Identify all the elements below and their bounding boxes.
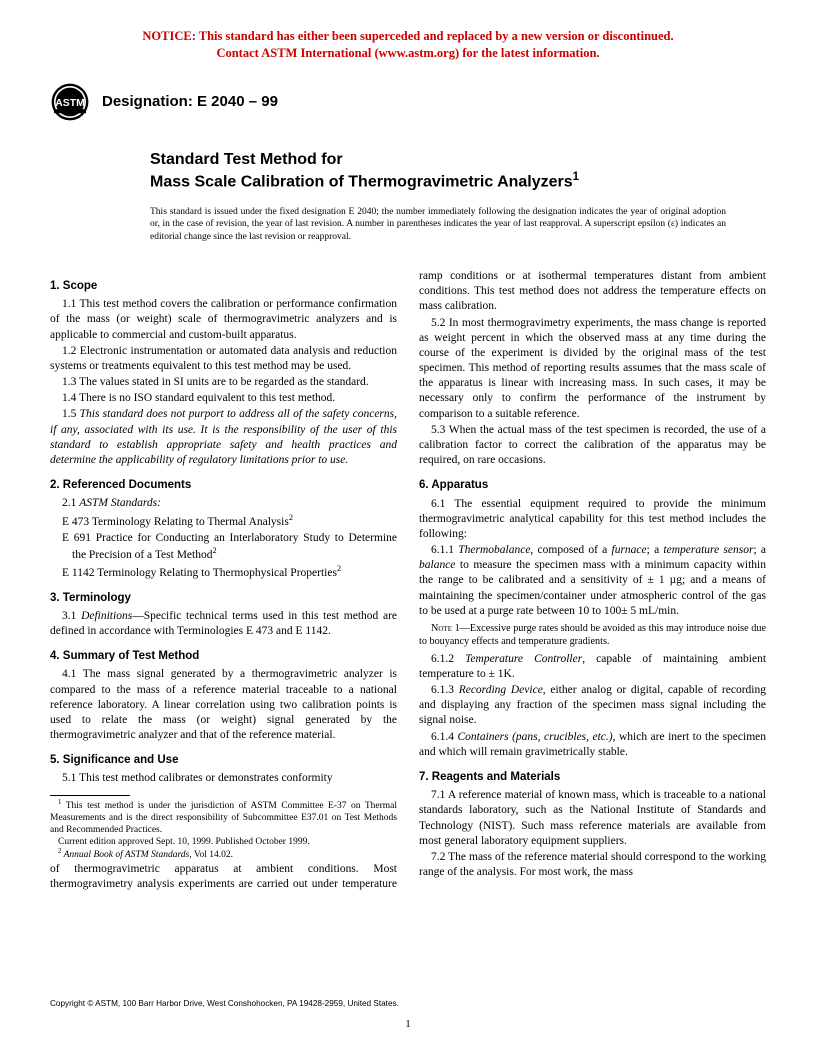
section-1-head: 1. Scope (50, 279, 397, 294)
p611-i2: furnace (612, 544, 647, 556)
p614-pre: 6.1.4 (431, 731, 457, 743)
ref-e473-text: E 473 Terminology Relating to Thermal An… (62, 515, 289, 527)
ref-e691-sup: 2 (212, 546, 216, 555)
para-7-2: 7.2 The mass of the reference material s… (419, 850, 766, 880)
header-row: ASTM Designation: E 2040 – 99 (50, 82, 766, 122)
section-5-head: 5. Significance and Use (50, 753, 397, 768)
ref-e691-text: E 691 Practice for Conducting an Interla… (62, 532, 397, 561)
para-6-1-2: 6.1.2 Temperature Controller, capable of… (419, 652, 766, 682)
para-3-1: 3.1 Definitions—Specific technical terms… (50, 609, 397, 639)
section-6-head: 6. Apparatus (419, 478, 766, 493)
para-1-4: 1.4 There is no ISO standard equivalent … (50, 391, 397, 406)
p612-pre: 6.1.2 (431, 653, 465, 665)
ref-e691: E 691 Practice for Conducting an Interla… (50, 531, 397, 563)
section-3-head: 3. Terminology (50, 591, 397, 606)
section-2-head: 2. Referenced Documents (50, 478, 397, 493)
page-number: 1 (405, 1018, 411, 1030)
para-5-2: 5.2 In most thermogravimetry experiments… (419, 316, 766, 422)
para-5-3: 5.3 When the actual mass of the test spe… (419, 423, 766, 469)
para-1-5-italic: This standard does not purport to addres… (50, 408, 397, 466)
para-1-5-pre: 1.5 (62, 408, 80, 420)
designation-text: Designation: E 2040 – 99 (102, 93, 278, 110)
footnote-1-text: This test method is under the jurisdicti… (50, 801, 397, 835)
section-4-head: 4. Summary of Test Method (50, 649, 397, 664)
title-superscript: 1 (573, 171, 579, 183)
para-1-1: 1.1 This test method covers the calibrat… (50, 297, 397, 343)
note-1-label: Note 1 (431, 623, 460, 634)
note-1: Note 1—Excessive purge rates should be a… (419, 622, 766, 649)
p611-m2: ; a (647, 544, 664, 556)
para-7-1: 7.1 A reference material of known mass, … (419, 788, 766, 849)
para-3-1-pre: 3.1 (62, 610, 81, 622)
intro-note: This standard is issued under the fixed … (150, 206, 726, 243)
footnote-block: 1 This test method is under the jurisdic… (50, 795, 397, 862)
para-6-1-1: 6.1.1 Thermobalance, composed of a furna… (419, 543, 766, 619)
ref-e473-sup: 2 (289, 513, 293, 522)
p611-m1: , composed of a (530, 544, 611, 556)
body-columns: 1. Scope 1.1 This test method covers the… (50, 269, 766, 892)
footnote-2: 2 Annual Book of ASTM Standards, Vol 14.… (50, 848, 397, 861)
p611-post: to measure the specimen mass with a mini… (419, 559, 766, 617)
p611-i4: balance (419, 559, 455, 571)
title-main: Mass Scale Calibration of Thermogravimet… (150, 173, 573, 190)
p613-italic: Recording Device (459, 684, 543, 696)
para-1-2: 1.2 Electronic instrumentation or automa… (50, 344, 397, 374)
para-1-5: 1.5 This standard does not purport to ad… (50, 407, 397, 468)
para-3-1-italic: Definitions (81, 610, 132, 622)
notice-banner: NOTICE: This standard has either been su… (50, 28, 766, 62)
para-5-1: 5.1 This test method calibrates or demon… (50, 771, 397, 786)
footnote-rule (50, 795, 130, 796)
para-2-1-italic: ASTM Standards: (79, 497, 161, 509)
notice-line2: Contact ASTM International (www.astm.org… (216, 46, 599, 60)
para-1-3: 1.3 The values stated in SI units are to… (50, 375, 397, 390)
footnote-2-italic: Annual Book of ASTM Standards (61, 851, 189, 861)
copyright-line: Copyright © ASTM, 100 Barr Harbor Drive,… (50, 999, 399, 1008)
ref-e473: E 473 Terminology Relating to Thermal An… (50, 513, 397, 530)
p613-pre: 6.1.3 (431, 684, 459, 696)
para-2-1-pre: 2.1 (62, 497, 79, 509)
p612-italic: Temperature Controller (465, 653, 582, 665)
svg-text:ASTM: ASTM (55, 98, 84, 109)
para-2-1: 2.1 ASTM Standards: (50, 496, 397, 511)
p611-i1: Thermobalance (458, 544, 530, 556)
ref-e1142-sup: 2 (337, 564, 341, 573)
title-line1: Standard Test Method for (150, 150, 766, 170)
notice-line1: NOTICE: This standard has either been su… (142, 29, 673, 43)
para-6-1-3: 6.1.3 Recording Device, either analog or… (419, 683, 766, 729)
footnote-1: 1 This test method is under the jurisdic… (50, 799, 397, 837)
astm-logo-icon: ASTM (50, 82, 90, 122)
ref-e1142: E 1142 Terminology Relating to Thermophy… (50, 564, 397, 581)
para-6-1: 6.1 The essential equipment required to … (419, 497, 766, 543)
section-7-head: 7. Reagents and Materials (419, 770, 766, 785)
p611-pre: 6.1.1 (431, 544, 458, 556)
title-line2: Mass Scale Calibration of Thermogravimet… (150, 170, 766, 192)
para-6-1-4: 6.1.4 Containers (pans, crucibles, etc.)… (419, 730, 766, 760)
footnote-2-post: , Vol 14.02. (189, 851, 233, 861)
title-block: Standard Test Method for Mass Scale Cali… (150, 150, 766, 192)
footnote-1b: Current edition approved Sept. 10, 1999.… (50, 836, 397, 848)
ref-e1142-text: E 1142 Terminology Relating to Thermophy… (62, 567, 337, 579)
para-4-1: 4.1 The mass signal generated by a therm… (50, 667, 397, 743)
p611-m3: ; a (753, 544, 766, 556)
p611-i3: temperature sensor (663, 544, 753, 556)
p614-italic: Containers (pans, crucibles, etc.) (457, 731, 612, 743)
note-1-text: —Excessive purge rates should be avoided… (419, 623, 766, 647)
